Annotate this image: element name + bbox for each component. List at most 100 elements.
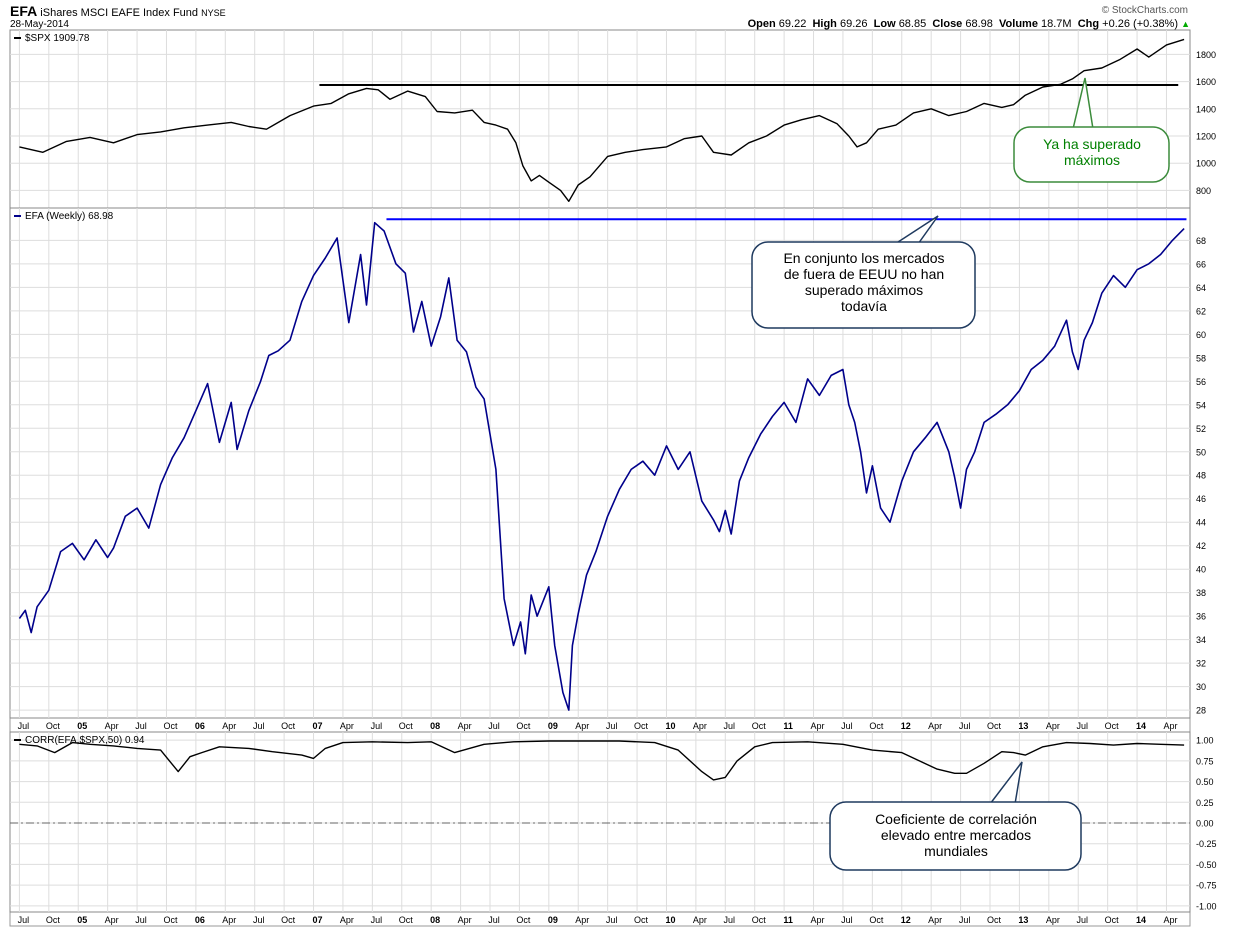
spx-legend: $SPX 1909.78	[14, 33, 90, 44]
x-tick-label: Apr	[693, 915, 707, 925]
callout-shape	[1013, 77, 1170, 183]
x-tick-label: Oct	[399, 915, 414, 925]
x-tick-label: 07	[313, 721, 323, 731]
y-tick-label: 1800	[1196, 50, 1216, 60]
efa-legend: EFA (Weekly) 68.98	[14, 211, 114, 222]
efa-panel: 28 30 32 34 36 38 40 42 44 46 48 50 52 54 56 58 60 62 64 66…	[9, 207, 1206, 719]
panel-frame	[9, 207, 1191, 719]
volume-value: 18.7M	[1041, 18, 1072, 30]
x-tick-label: Oct	[634, 915, 649, 925]
y-tick-label: 0.75	[1196, 756, 1214, 766]
x-tick-label: Jul	[371, 721, 383, 731]
callout-shape	[751, 215, 976, 329]
low-label: Low	[873, 18, 896, 30]
x-tick-label: Oct	[163, 915, 178, 925]
x-tick-label: Apr	[811, 721, 825, 731]
x-tick-label: Jul	[724, 721, 736, 731]
x-tick-label: Jul	[606, 915, 618, 925]
x-tick-label: Oct	[634, 721, 649, 731]
panel-frame	[9, 29, 1191, 209]
y-tick-label: 68	[1196, 236, 1206, 246]
up-arrow-icon: ▲	[1181, 19, 1190, 29]
x-tick-label: Apr	[575, 915, 589, 925]
x-axis-bottom: Jul Oct 05 Apr Jul Oct 06 Apr Jul Oct 07 Apr Jul Oct 0…	[9, 911, 1191, 927]
chg-value: +0.26 (+0.38%)	[1102, 18, 1179, 30]
x-tick-label: Oct	[46, 721, 61, 731]
y-tick-label: 40	[1196, 565, 1206, 575]
corr-series-line	[19, 740, 1185, 781]
x-tick-label: Oct	[752, 721, 767, 731]
x-tick-label: Jul	[18, 721, 30, 731]
x-tick-label: 12	[901, 721, 911, 731]
x-tick-label: Jul	[253, 915, 265, 925]
x-tick-label: 12	[901, 915, 911, 925]
callout-box	[829, 801, 1082, 871]
x-tick-label: Jul	[135, 721, 147, 731]
x-tick-label: Jul	[841, 915, 853, 925]
x-tick-label: Oct	[869, 915, 884, 925]
efa-series-line	[18, 221, 1185, 711]
y-tick-label: 0.00	[1196, 819, 1214, 829]
x-tick-label: Apr	[458, 721, 472, 731]
x-tick-label: Jul	[371, 915, 383, 925]
spx-callout: Ya ha superado máximos	[1043, 136, 1141, 168]
x-tick-label: Jul	[606, 721, 618, 731]
y-tick-label: 30	[1196, 682, 1206, 692]
x-tick-label: Oct	[281, 915, 296, 925]
x-tick-label: 05	[77, 721, 87, 731]
x-tick-label: Oct	[752, 915, 767, 925]
axis-strip	[9, 717, 1191, 733]
ohlc-readout: Open 69.22 High 69.26 Low 68.85 Close 68…	[748, 18, 1190, 30]
y-tick-label: 48	[1196, 471, 1206, 481]
callout-box	[751, 241, 976, 329]
callout-box	[1013, 126, 1170, 183]
x-tick-label: Oct	[987, 915, 1002, 925]
y-tick-label: 46	[1196, 494, 1206, 504]
y-tick-label: 800	[1196, 186, 1211, 196]
x-tick-label: Apr	[811, 915, 825, 925]
x-tick-label: 10	[665, 721, 675, 731]
x-tick-label: 14	[1136, 915, 1146, 925]
x-tick-label: Jul	[488, 721, 500, 731]
y-tick-label: 62	[1196, 306, 1206, 316]
open-value: 69.22	[778, 18, 807, 30]
y-tick-label: 50	[1196, 447, 1206, 457]
x-tick-label: Jul	[959, 721, 971, 731]
y-tick-label: -0.75	[1196, 881, 1217, 891]
legend-label: EFA (Weekly) 68.98	[25, 211, 114, 222]
legend-label: CORR(EFA,$SPX,50) 0.94	[25, 735, 145, 746]
y-tick-label: 1400	[1196, 104, 1216, 114]
x-tick-label: Jul	[1076, 915, 1088, 925]
fund-name: iShares MSCI EAFE Index Fund	[40, 7, 199, 19]
callout-shape	[829, 761, 1082, 871]
x-tick-label: 14	[1136, 721, 1146, 731]
x-tick-label: Jul	[724, 915, 736, 925]
x-tick-label: Jul	[253, 721, 265, 731]
chg-label: Chg	[1077, 18, 1100, 30]
close-label: Close	[932, 18, 963, 30]
y-tick-label: 28	[1196, 706, 1206, 716]
x-tick-label: Apr	[928, 721, 942, 731]
x-tick-label: Apr	[928, 915, 942, 925]
x-tick-label: Apr	[340, 721, 354, 731]
x-tick-label: 05	[77, 915, 87, 925]
x-tick-label: Apr	[693, 721, 707, 731]
y-tick-label: 58	[1196, 353, 1206, 363]
close-value: 68.98	[965, 18, 993, 30]
x-tick-label: Apr	[222, 721, 236, 731]
x-tick-label: Apr	[105, 721, 119, 731]
x-tick-label: 13	[1018, 915, 1028, 925]
y-tick-label: 32	[1196, 659, 1206, 669]
y-tick-label: 1600	[1196, 77, 1216, 87]
x-tick-label: 08	[430, 721, 440, 731]
y-tick-label: 38	[1196, 588, 1206, 598]
y-tick-label: 1000	[1196, 159, 1216, 169]
x-tick-label: Apr	[105, 915, 119, 925]
open-label: Open	[747, 18, 776, 30]
x-tick-label: Jul	[1076, 721, 1088, 731]
x-tick-label: Oct	[1105, 915, 1120, 925]
x-tick-label: Apr	[458, 915, 472, 925]
y-tick-label: 1200	[1196, 132, 1216, 142]
efa-callout: En conjunto los mercados de fuera de EEU…	[783, 250, 945, 314]
